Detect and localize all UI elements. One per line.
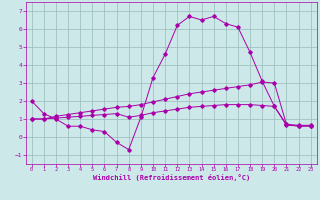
- X-axis label: Windchill (Refroidissement éolien,°C): Windchill (Refroidissement éolien,°C): [92, 174, 250, 181]
